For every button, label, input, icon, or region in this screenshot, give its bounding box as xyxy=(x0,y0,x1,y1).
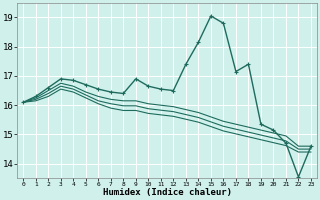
X-axis label: Humidex (Indice chaleur): Humidex (Indice chaleur) xyxy=(103,188,232,197)
